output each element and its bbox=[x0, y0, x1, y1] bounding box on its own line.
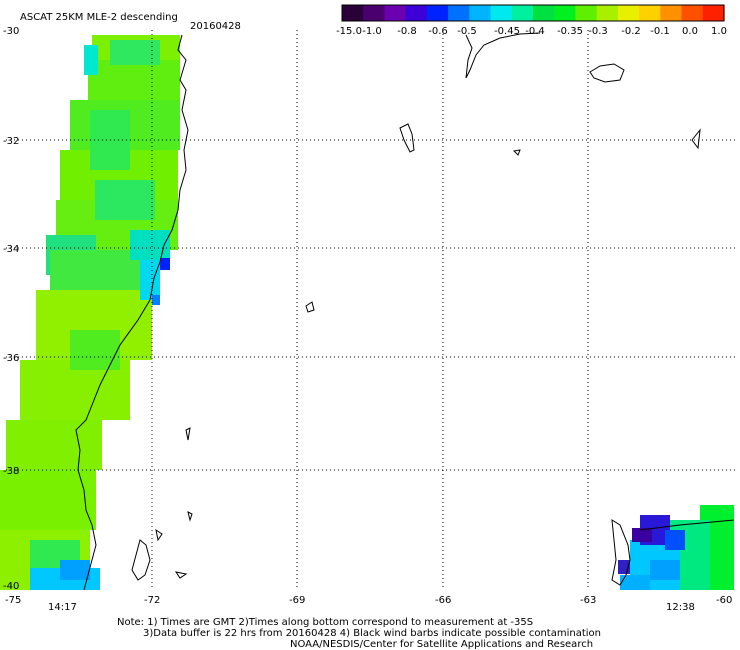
lat-label: -40 bbox=[3, 581, 19, 592]
longitude-labels: -75 -72 -69 -66 -63 -60 bbox=[5, 595, 732, 606]
colorbar-swatch bbox=[490, 5, 513, 21]
note-line-1: Note: 1) Times are GMT 2)Times along bot… bbox=[117, 617, 534, 628]
colorbar-label: -0.35 bbox=[557, 26, 583, 37]
colorbar-label: -0.3 bbox=[588, 26, 608, 37]
colorbar-swatch bbox=[681, 5, 704, 21]
colorbar-frame bbox=[341, 4, 725, 22]
colorbar bbox=[341, 4, 725, 22]
colorbar-labels: -15.0 -1.0 -0.8 -0.6 -0.5 -0.45 -0.4 -0.35 -0.3 -… bbox=[336, 26, 727, 37]
product-date: 20160428 bbox=[190, 21, 241, 32]
colorbar-swatch bbox=[426, 5, 449, 21]
latitude-labels: -30 -32 -34 -36 -38 -40 bbox=[3, 26, 19, 592]
lon-label: -75 bbox=[5, 595, 21, 606]
note-line-3: NOAA/NESDIS/Center for Satellite Applica… bbox=[290, 639, 594, 650]
colorbar-label: -0.45 bbox=[494, 26, 520, 37]
lon-label: -60 bbox=[716, 595, 732, 606]
colorbar-swatch bbox=[554, 5, 577, 21]
colorbar-label: -0.1 bbox=[650, 26, 670, 37]
colorbar-swatch bbox=[702, 5, 725, 21]
lat-label: -38 bbox=[3, 466, 19, 477]
colorbar-swatch bbox=[639, 5, 661, 21]
lat-label: -36 bbox=[3, 353, 19, 364]
product-title: ASCAT 25KM MLE-2 descending bbox=[20, 12, 178, 23]
lat-label: -32 bbox=[3, 136, 19, 147]
colorbar-swatch bbox=[511, 5, 534, 21]
wind-swath-right bbox=[618, 505, 734, 590]
colorbar-swatch bbox=[363, 5, 386, 21]
colorbar-swatch bbox=[575, 5, 598, 21]
lat-label: -34 bbox=[3, 244, 19, 255]
colorbar-swatch bbox=[617, 5, 640, 21]
colorbar-swatch bbox=[405, 5, 428, 21]
pass-time-left: 14:17 bbox=[48, 602, 77, 613]
lat-label: -30 bbox=[3, 26, 19, 37]
lon-label: -69 bbox=[289, 595, 305, 606]
colorbar-swatch bbox=[469, 5, 492, 21]
colorbar-label: -0.6 bbox=[428, 26, 448, 37]
coastline bbox=[75, 32, 735, 591]
lon-label: -63 bbox=[580, 595, 596, 606]
lon-label: -72 bbox=[144, 595, 160, 606]
wind-swath-left bbox=[0, 35, 180, 590]
colorbar-label: -0.5 bbox=[457, 26, 477, 37]
colorbar-label: 1.0 bbox=[711, 26, 727, 37]
note-line-2: 3)Data buffer is 22 hrs from 20160428 4)… bbox=[143, 628, 601, 639]
colorbar-label: -0.2 bbox=[621, 26, 641, 37]
colorbar-swatch bbox=[533, 5, 555, 21]
colorbar-swatch bbox=[384, 5, 407, 21]
colorbar-label: -15.0 bbox=[336, 26, 362, 37]
colorbar-swatch bbox=[448, 5, 470, 21]
colorbar-label: -0.4 bbox=[525, 26, 545, 37]
colorbar-label: 0.0 bbox=[682, 26, 698, 37]
pass-time-right: 12:38 bbox=[666, 602, 695, 613]
colorbar-swatch bbox=[342, 5, 364, 21]
colorbar-label: -1.0 bbox=[362, 26, 382, 37]
colorbar-swatch bbox=[660, 5, 683, 21]
graticule bbox=[6, 30, 736, 590]
lon-label: -66 bbox=[435, 595, 451, 606]
colorbar-swatch bbox=[596, 5, 619, 21]
colorbar-label: -0.8 bbox=[397, 26, 417, 37]
